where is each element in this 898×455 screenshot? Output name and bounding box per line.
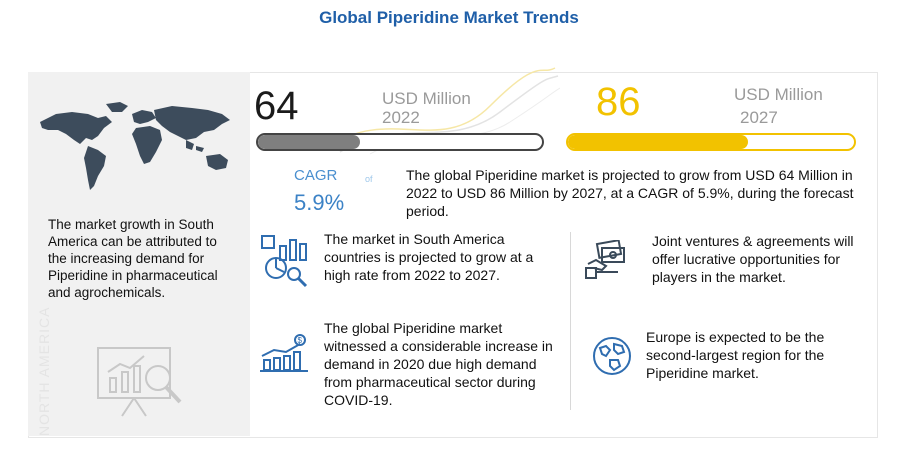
page-title: Global Piperidine Market Trends	[319, 8, 579, 27]
value-2027-progress-fill	[568, 135, 749, 149]
globe-icon	[593, 337, 631, 375]
presentation-analysis-icon	[97, 347, 182, 417]
cagr-of-text: of	[365, 174, 373, 184]
highlight-text-2: The global Piperidine market witnessed a…	[324, 320, 553, 408]
highlight-text-1: The market in South America countries is…	[324, 231, 534, 283]
analytics-chart-icon	[261, 235, 308, 288]
sidebar-text: The market growth in South America can b…	[48, 217, 218, 300]
column-divider	[570, 232, 571, 410]
value-2022-year: 2022	[382, 108, 420, 127]
watermark-text: NORTH AMERICA	[36, 306, 52, 436]
cagr-label: CAGR	[294, 167, 338, 184]
market-summary-text: The global Piperidine market is projecte…	[406, 167, 854, 219]
handshake-money-icon	[585, 240, 625, 279]
growth-bar-dollar-icon: $	[260, 334, 308, 372]
highlight-text-3: Joint ventures & agreements will offer l…	[652, 233, 854, 285]
cagr-value: 5.9%	[294, 190, 345, 215]
value-2027-year: 2027	[740, 108, 778, 127]
value-2022-progress-bar	[256, 133, 544, 151]
value-2027-progress-bar	[566, 133, 856, 151]
value-2027-number: 86	[596, 80, 641, 124]
svg-text:$: $	[298, 336, 303, 345]
highlight-text-4: Europe is expected to be the second-larg…	[646, 329, 825, 381]
value-2027-unit: USD Million	[734, 85, 823, 104]
value-2022-unit: USD Million	[382, 89, 471, 108]
value-2022-number: 64	[254, 84, 299, 128]
value-2022-progress-fill	[258, 135, 361, 149]
world-map-icon	[40, 102, 230, 190]
